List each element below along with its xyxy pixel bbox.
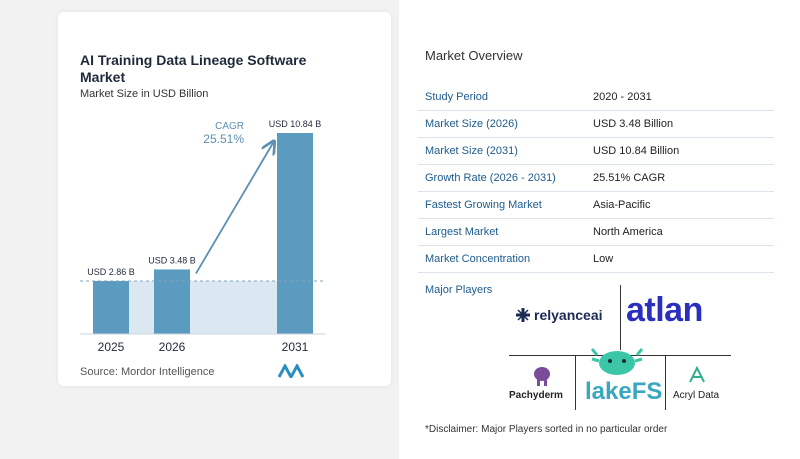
overview-title: Market Overview xyxy=(425,48,523,63)
table-row: Market Size (2031) USD 10.84 Billion xyxy=(418,138,774,165)
row-value: Asia-Pacific xyxy=(593,199,651,211)
table-row: Largest Market North America xyxy=(418,219,774,246)
x-tick-2025: 2025 xyxy=(98,340,125,354)
data-label-2031: USD 10.84 B xyxy=(269,119,322,129)
row-value: 2020 - 2031 xyxy=(593,91,652,103)
chart-card: AI Training Data Lineage Software Market… xyxy=(58,12,391,386)
mordor-logo-icon xyxy=(278,364,304,378)
source-text: Source: Mordor Intelligence xyxy=(80,366,215,378)
disclaimer-text: *Disclaimer: Major Players sorted in no … xyxy=(425,424,668,435)
row-label: Market Size (2026) xyxy=(425,118,518,130)
x-tick-2031: 2031 xyxy=(282,340,309,354)
row-value: 25.51% CAGR xyxy=(593,172,666,184)
row-value: USD 10.84 Billion xyxy=(593,145,680,157)
bar-2025 xyxy=(93,280,129,334)
player-logo-acryl-data: Acryl Data xyxy=(673,390,720,401)
table-row: Fastest Growing Market Asia-Pacific xyxy=(418,192,774,219)
row-label: Fastest Growing Market xyxy=(425,199,542,211)
bar-2031 xyxy=(277,133,313,334)
x-tick-2026: 2026 xyxy=(159,340,186,354)
player-logo-pachyderm: Pachyderm xyxy=(509,390,563,401)
row-value: Low xyxy=(593,253,614,265)
cagr-label: CAGR xyxy=(215,121,244,132)
row-label: Market Concentration xyxy=(425,253,531,265)
chart-subtitle: Market Size in USD Billion xyxy=(80,88,209,100)
relyance-mark-icon xyxy=(516,308,530,322)
row-label: Growth Rate (2026 - 2031) xyxy=(425,172,556,184)
table-row: Market Concentration Low xyxy=(418,246,774,273)
data-label-2025: USD 2.86 B xyxy=(87,267,135,277)
data-label-2026: USD 3.48 B xyxy=(148,255,196,265)
row-label: Market Size (2031) xyxy=(425,145,518,157)
table-row: Growth Rate (2026 - 2031) 25.51% CAGR xyxy=(418,165,774,192)
overview-table: Study Period 2020 - 2031 Market Size (202… xyxy=(418,84,774,273)
acryl-mark-icon xyxy=(689,366,705,383)
row-value: USD 3.48 Billion xyxy=(593,118,674,130)
lakefs-axolotl-icon xyxy=(591,348,643,375)
player-logo-relyanceai: relyanceai xyxy=(515,307,603,323)
reference-band xyxy=(129,280,277,334)
cagr-value: 25.51% xyxy=(203,132,244,146)
market-overview-panel: Market Overview Study Period 2020 - 2031 … xyxy=(399,0,800,459)
chart-title: AI Training Data Lineage Software Market xyxy=(80,52,307,85)
player-logos: relyanceai atlan Pachyderm lakeFS Acryl … xyxy=(509,285,731,410)
bar-2026 xyxy=(154,269,190,334)
major-players-label: Major Players xyxy=(425,284,493,296)
row-label: Study Period xyxy=(425,91,488,103)
player-logo-lakefs: lakeFS xyxy=(585,378,663,405)
row-label: Largest Market xyxy=(425,226,499,238)
bar-chart: USD 2.86 B 2025 USD 3.48 B 2026 USD 10.84 B 2… xyxy=(80,119,326,354)
cagr-arrow xyxy=(195,143,273,274)
pachyderm-elephant-icon xyxy=(534,367,550,386)
table-row: Study Period 2020 - 2031 xyxy=(418,84,774,111)
player-name: relyanceai xyxy=(534,307,603,323)
row-value: North America xyxy=(593,226,663,238)
table-row: Market Size (2026) USD 3.48 Billion xyxy=(418,111,774,138)
player-logo-atlan: atlan xyxy=(626,291,703,329)
